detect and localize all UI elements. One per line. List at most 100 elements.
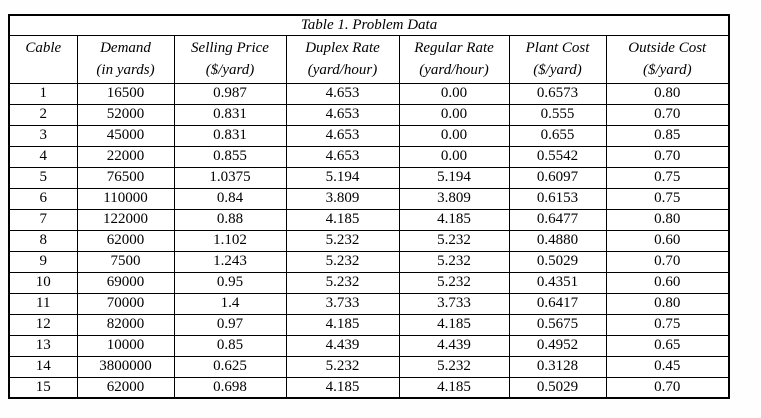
table-row: 15 62000 0.698 4.185 4.185 0.5029 0.70 bbox=[8, 376, 730, 399]
column-header-demand: Demand (in yards) bbox=[76, 34, 175, 84]
table-cell: 15 bbox=[8, 376, 78, 399]
table-cell: 76500 bbox=[76, 166, 175, 189]
table-cell: 0.80 bbox=[605, 292, 730, 315]
column-unit: ($/yard) bbox=[205, 61, 255, 78]
table-cell: 4 bbox=[8, 145, 78, 168]
table-row: 1 16500 0.987 4.653 0.00 0.6573 0.80 bbox=[8, 82, 730, 105]
table-cell: 0.855 bbox=[173, 145, 287, 168]
column-unit: (yard/hour) bbox=[307, 61, 378, 78]
table-cell: 2 bbox=[8, 103, 78, 126]
table-title-row: Table 1. Problem Data bbox=[8, 14, 730, 36]
table-cell: 5.194 bbox=[398, 166, 510, 189]
table-cell: 0.4952 bbox=[508, 334, 607, 357]
column-label: Demand bbox=[100, 39, 151, 56]
table-cell: 3.809 bbox=[285, 187, 400, 210]
table-cell: 0.831 bbox=[173, 103, 287, 126]
table-row: 4 22000 0.855 4.653 0.00 0.5542 0.70 bbox=[8, 145, 730, 168]
table-cell: 0.4351 bbox=[508, 271, 607, 294]
table-cell: 4.185 bbox=[285, 376, 400, 399]
table-cell: 0.70 bbox=[605, 145, 730, 168]
table-cell: 0.625 bbox=[173, 355, 287, 378]
table-cell: 0.00 bbox=[398, 124, 510, 147]
table-cell: 110000 bbox=[76, 187, 175, 210]
table-row: 10 69000 0.95 5.232 5.232 0.4351 0.60 bbox=[8, 271, 730, 294]
table-cell: 4.439 bbox=[398, 334, 510, 357]
table-cell: 5 bbox=[8, 166, 78, 189]
table-cell: 7 bbox=[8, 208, 78, 231]
table-cell: 1.243 bbox=[173, 250, 287, 273]
table-row: 7 122000 0.88 4.185 4.185 0.6477 0.80 bbox=[8, 208, 730, 231]
table-row: 11 70000 1.4 3.733 3.733 0.6417 0.80 bbox=[8, 292, 730, 315]
table-cell: 0.75 bbox=[605, 187, 730, 210]
table-cell: 8 bbox=[8, 229, 78, 252]
table-cell: 3800000 bbox=[76, 355, 175, 378]
column-header-regular-rate: Regular Rate (yard/hour) bbox=[398, 34, 510, 84]
table-cell: 0.75 bbox=[605, 313, 730, 336]
table-cell: 6 bbox=[8, 187, 78, 210]
table-cell: 22000 bbox=[76, 145, 175, 168]
column-unit: (in yards) bbox=[96, 61, 155, 78]
table-row: 13 10000 0.85 4.439 4.439 0.4952 0.65 bbox=[8, 334, 730, 357]
table-cell: 0.75 bbox=[605, 166, 730, 189]
table-cell: 1.102 bbox=[173, 229, 287, 252]
table-cell: 0.60 bbox=[605, 229, 730, 252]
table-cell: 0.84 bbox=[173, 187, 287, 210]
column-label: Outside Cost bbox=[628, 39, 707, 56]
table-cell: 11 bbox=[8, 292, 78, 315]
table-cell: 62000 bbox=[76, 229, 175, 252]
column-label: Selling Price bbox=[191, 39, 269, 56]
table-cell: 0.80 bbox=[605, 82, 730, 105]
table-cell: 5.194 bbox=[285, 166, 400, 189]
table-cell: 0.4880 bbox=[508, 229, 607, 252]
table-cell: 4.653 bbox=[285, 124, 400, 147]
column-label: Plant Cost bbox=[525, 39, 590, 56]
table-cell: 0.70 bbox=[605, 250, 730, 273]
table-cell: 10 bbox=[8, 271, 78, 294]
column-header-selling-price: Selling Price ($/yard) bbox=[173, 34, 287, 84]
table-cell: 0.00 bbox=[398, 82, 510, 105]
table-cell: 7500 bbox=[76, 250, 175, 273]
table-cell: 0.45 bbox=[605, 355, 730, 378]
table-cell: 0.85 bbox=[605, 124, 730, 147]
table-cell: 3 bbox=[8, 124, 78, 147]
table-cell: 0.655 bbox=[508, 124, 607, 147]
table-cell: 0.65 bbox=[605, 334, 730, 357]
table-title: Table 1. Problem Data bbox=[8, 14, 730, 36]
table-cell: 0.70 bbox=[605, 376, 730, 399]
table-cell: 12 bbox=[8, 313, 78, 336]
table-cell: 0.5675 bbox=[508, 313, 607, 336]
table-cell: 82000 bbox=[76, 313, 175, 336]
table-row: 2 52000 0.831 4.653 0.00 0.555 0.70 bbox=[8, 103, 730, 126]
table-cell: 0.3128 bbox=[508, 355, 607, 378]
table-cell: 3.809 bbox=[398, 187, 510, 210]
table-cell: 0.6477 bbox=[508, 208, 607, 231]
table-header-row: Cable Demand (in yards) Selling Price ($… bbox=[8, 34, 730, 84]
table-cell: 0.987 bbox=[173, 82, 287, 105]
table-row: 5 76500 1.0375 5.194 5.194 0.6097 0.75 bbox=[8, 166, 730, 189]
table-cell: 4.185 bbox=[285, 208, 400, 231]
table-cell: 4.185 bbox=[398, 376, 510, 399]
column-header-duplex-rate: Duplex Rate (yard/hour) bbox=[285, 34, 400, 84]
table-cell: 5.232 bbox=[285, 355, 400, 378]
column-unit: ($/yard) bbox=[642, 61, 692, 78]
column-unit: ($/yard) bbox=[533, 61, 582, 78]
table-cell: 0.85 bbox=[173, 334, 287, 357]
table-cell: 0.60 bbox=[605, 271, 730, 294]
table-cell: 0.5029 bbox=[508, 250, 607, 273]
column-header-cable: Cable bbox=[8, 34, 78, 84]
table-row: 8 62000 1.102 5.232 5.232 0.4880 0.60 bbox=[8, 229, 730, 252]
column-unit: (yard/hour) bbox=[419, 61, 489, 78]
table-cell: 0.00 bbox=[398, 145, 510, 168]
column-label: Duplex Rate bbox=[305, 39, 380, 56]
table-cell: 0.80 bbox=[605, 208, 730, 231]
table-cell: 1.4 bbox=[173, 292, 287, 315]
table-cell: 4.653 bbox=[285, 103, 400, 126]
table-cell: 45000 bbox=[76, 124, 175, 147]
table-cell: 0.6417 bbox=[508, 292, 607, 315]
table-cell: 5.232 bbox=[398, 271, 510, 294]
table-cell: 16500 bbox=[76, 82, 175, 105]
table-cell: 0.95 bbox=[173, 271, 287, 294]
table-cell: 3.733 bbox=[398, 292, 510, 315]
table-cell: 4.439 bbox=[285, 334, 400, 357]
table-cell: 52000 bbox=[76, 103, 175, 126]
